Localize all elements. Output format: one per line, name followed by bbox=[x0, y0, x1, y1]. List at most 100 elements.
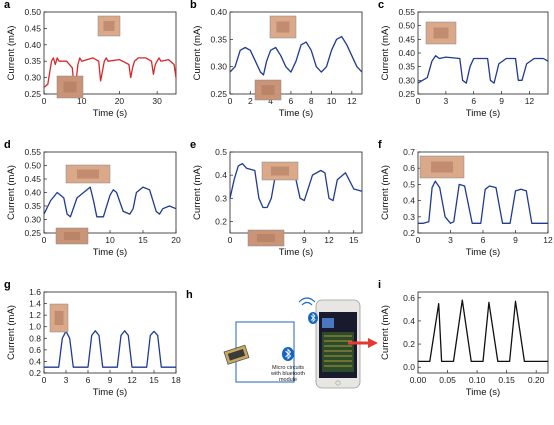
series-line bbox=[43, 57, 177, 89]
x-tick-label: 3 bbox=[448, 235, 453, 245]
x-tick-label: 12 bbox=[525, 96, 535, 106]
x-axis-label: Time (s) bbox=[466, 387, 500, 398]
chart-g: g 0.2 0.40.6 0.81.0 1.21.4 1.6 0 3 6 9 12 15 18 Time … bbox=[4, 279, 181, 398]
plot-frame bbox=[417, 291, 549, 374]
x-tick-label: 0.15 bbox=[498, 375, 515, 385]
y-tick-label: 0.6 bbox=[403, 163, 415, 173]
y-tick-label: 0.40 bbox=[398, 48, 415, 58]
y-tick-label: 0.25 bbox=[24, 89, 41, 99]
panel-label-e: e bbox=[190, 139, 196, 151]
module-caption-line3: module bbox=[279, 377, 297, 383]
x-tick-label: 0.20 bbox=[528, 375, 545, 385]
y-tick-label: 0.45 bbox=[398, 34, 415, 44]
x-axis-label: Time (s) bbox=[93, 108, 127, 119]
x-tick-label: 4 bbox=[268, 96, 273, 106]
panel-h: h Micro circuits with bluetooth module bbox=[186, 289, 378, 389]
module-caption-line2: with bluetooth bbox=[270, 371, 305, 377]
y-axis-label: Current (mA) bbox=[192, 26, 203, 81]
x-axis-label: Time (s) bbox=[93, 247, 127, 258]
x-tick-label: 9 bbox=[513, 235, 518, 245]
y-axis-label: Current (mA) bbox=[380, 165, 391, 220]
photo-detail bbox=[63, 81, 77, 93]
y-tick-label: 0.5 bbox=[215, 147, 227, 157]
y-tick-label: 0.35 bbox=[24, 201, 41, 211]
panel-label-i: i bbox=[378, 279, 381, 291]
y-tick-label: 0.35 bbox=[210, 34, 227, 44]
x-tick-label: 30 bbox=[152, 96, 162, 106]
y-axis-label: Current (mA) bbox=[192, 165, 203, 220]
x-axis-label: Time (s) bbox=[93, 387, 127, 398]
y-tick-label: 0.2 bbox=[29, 368, 41, 378]
series-line bbox=[44, 330, 176, 368]
y-tick-label: 0.2 bbox=[403, 339, 415, 349]
y-tick-label: 1.6 bbox=[29, 287, 41, 297]
y-tick-label: 0.25 bbox=[398, 89, 415, 99]
y-tick-label: 0.25 bbox=[24, 228, 41, 238]
panel-label-c: c bbox=[378, 0, 384, 11]
wireless-signal-icon bbox=[298, 297, 316, 306]
x-tick-label: 20 bbox=[115, 96, 125, 106]
series-line bbox=[417, 55, 549, 84]
plot-frame bbox=[43, 11, 177, 95]
smartphone-icon bbox=[315, 299, 361, 389]
x-tick-label: 6 bbox=[471, 96, 476, 106]
chart-i: i 0.0 0.2 0.4 0.6 0.00 0.05 0.10 0.15 0.20 Time (s… bbox=[378, 279, 549, 398]
y-tick-label: 0.2 bbox=[215, 216, 227, 226]
x-tick-label: 3 bbox=[443, 96, 448, 106]
y-tick-label: 0.5 bbox=[403, 179, 415, 189]
x-tick-label: 12 bbox=[347, 96, 357, 106]
y-tick-label: 0.40 bbox=[24, 188, 41, 198]
y-tick-label: 0.4 bbox=[403, 196, 415, 206]
y-tick-label: 1.2 bbox=[29, 310, 41, 320]
x-tick-label: 9 bbox=[499, 96, 504, 106]
panel-label-f: f bbox=[378, 139, 382, 151]
chart-f: f 0.2 0.3 0.4 0.5 0.6 0.7 0 3 6 9 12 Time (s) Current… bbox=[378, 139, 553, 258]
panel-label-b: b bbox=[190, 0, 197, 11]
panel-label-h: h bbox=[186, 289, 193, 301]
photo-detail bbox=[77, 169, 99, 179]
plot-frame bbox=[229, 151, 363, 234]
x-tick-label: 18 bbox=[171, 375, 181, 385]
y-tick-label: 0.0 bbox=[403, 362, 415, 372]
y-tick-label: 0.2 bbox=[403, 228, 415, 238]
y-tick-label: 0.45 bbox=[24, 174, 41, 184]
x-tick-label: 12 bbox=[324, 235, 334, 245]
series-line bbox=[229, 35, 363, 76]
photo-detail bbox=[431, 161, 453, 173]
x-tick-label: 0 bbox=[42, 375, 47, 385]
y-tick-label: 0.45 bbox=[24, 23, 41, 33]
y-tick-label: 0.4 bbox=[403, 316, 415, 326]
photo-detail bbox=[257, 234, 275, 242]
x-tick-label: 8 bbox=[309, 96, 314, 106]
photo-detail bbox=[64, 232, 80, 240]
x-tick-label: 10 bbox=[77, 96, 87, 106]
x-tick-label: 12 bbox=[543, 235, 553, 245]
y-tick-label: 0.6 bbox=[29, 345, 41, 355]
y-axis-label: Current (mA) bbox=[6, 26, 17, 81]
y-tick-label: 0.6 bbox=[403, 293, 415, 303]
y-axis-label: Current (mA) bbox=[6, 165, 17, 220]
series-line bbox=[418, 299, 548, 363]
plot-frame bbox=[43, 151, 177, 234]
x-tick-label: 0 bbox=[42, 96, 47, 106]
series-line bbox=[43, 186, 177, 218]
y-axis-label: Current (mA) bbox=[6, 305, 17, 360]
x-tick-label: 0.05 bbox=[439, 375, 456, 385]
x-tick-label: 6 bbox=[481, 235, 486, 245]
y-tick-label: 0.4 bbox=[29, 356, 41, 366]
photo-detail bbox=[54, 311, 64, 325]
x-tick-label: 3 bbox=[64, 375, 69, 385]
sensor-chip bbox=[223, 344, 250, 365]
x-tick-label: 0 bbox=[416, 235, 421, 245]
x-tick-label: 10 bbox=[327, 96, 337, 106]
photo-detail bbox=[103, 21, 115, 31]
y-tick-label: 0.40 bbox=[24, 40, 41, 50]
y-tick-label: 0.55 bbox=[24, 147, 41, 157]
photo-detail bbox=[276, 21, 290, 33]
chart-a: a 0.25 0.30 0.35 0.40 0.45 0.50 0 10 20 30 Time (s)… bbox=[4, 0, 177, 119]
x-tick-label: 20 bbox=[171, 235, 181, 245]
y-tick-label: 0.30 bbox=[398, 75, 415, 85]
y-tick-label: 0.4 bbox=[215, 170, 227, 180]
y-tick-label: 1.0 bbox=[29, 322, 41, 332]
